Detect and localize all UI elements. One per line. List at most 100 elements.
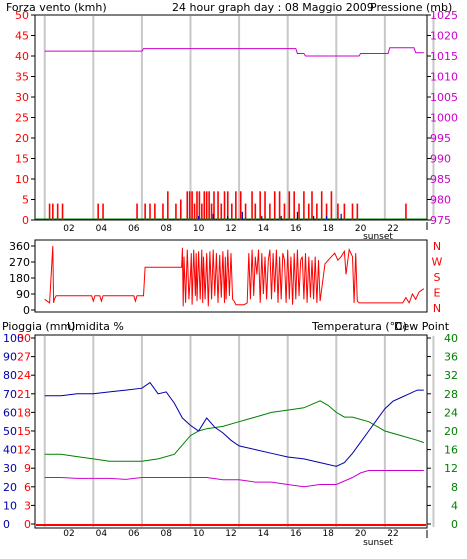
wind-tick-label: 35 xyxy=(15,71,29,84)
pressure-tick-label: 975 xyxy=(430,214,451,227)
compass-label: S xyxy=(434,271,441,284)
series-top xyxy=(35,47,427,220)
humidity-tick-label: 30 xyxy=(3,462,17,475)
pressure-tick-label: 990 xyxy=(430,153,451,166)
temperature-tick-label: 8 xyxy=(451,481,458,494)
rain-tick-label: 6 xyxy=(24,481,31,494)
x-tick-label: 20 xyxy=(355,224,367,234)
direction-tick-label: 90 xyxy=(16,288,30,301)
wind-pressure-panel xyxy=(34,14,428,221)
humidity-tick-label: 90 xyxy=(3,351,17,364)
wind-axis-label: Forza vento (kmh) xyxy=(6,1,107,14)
humidity-tick-label: 10 xyxy=(3,499,17,512)
temperature-line xyxy=(44,400,424,462)
temperature-tick-label: 4 xyxy=(451,499,458,512)
pressure-tick-label: 1020 xyxy=(430,30,458,43)
x-tick-label: 14 xyxy=(258,529,270,539)
wind-tick-label: 0 xyxy=(22,214,29,227)
x-tick-label: 16 xyxy=(290,224,302,234)
x-tick-label: 16 xyxy=(290,529,302,539)
direction-tick-label: 270 xyxy=(9,256,30,269)
dew-point-line xyxy=(44,470,424,488)
wind-tick-label: 5 xyxy=(22,194,29,207)
pressure-tick-label: 995 xyxy=(430,132,451,145)
pressure-tick-label: 1010 xyxy=(430,71,458,84)
chart-title: 24 hour graph day : 08 Maggio 2009 xyxy=(172,1,374,14)
x-tick-label: 02 xyxy=(63,529,74,539)
temperature-tick-label: 36 xyxy=(444,351,458,364)
humidity-tick-label: 70 xyxy=(3,388,17,401)
wind-tick-label: 40 xyxy=(15,50,29,63)
direction-tick-label: 360 xyxy=(9,240,30,253)
dew-point-axis-label: Dew Point xyxy=(394,320,450,333)
wind-tick-label: 30 xyxy=(15,91,29,104)
x-tick-label: 10 xyxy=(193,529,205,539)
x-tick-label: 04 xyxy=(96,224,108,234)
x-tick-label: 20 xyxy=(355,529,367,539)
temperature-tick-label: 28 xyxy=(444,388,458,401)
rain-tick-label: 21 xyxy=(17,388,31,401)
x-tick-label: 12 xyxy=(225,224,236,234)
grid-lines-bottom xyxy=(43,336,435,527)
rain-tick-label: 12 xyxy=(17,444,31,457)
humidity-tick-label: 80 xyxy=(3,369,17,382)
compass-label: N xyxy=(433,240,441,253)
wind-direction-line xyxy=(44,245,425,307)
series-direction xyxy=(44,245,425,307)
wind-tick-label: 20 xyxy=(15,132,29,145)
pressure-tick-label: 1000 xyxy=(430,112,458,125)
pressure-tick-label: 1005 xyxy=(430,91,458,104)
temperature-tick-label: 20 xyxy=(444,425,458,438)
temperature-tick-label: 12 xyxy=(444,462,458,475)
temperature-tick-label: 16 xyxy=(444,444,458,457)
pressure-axis-label: Pressione (mb) xyxy=(370,1,452,14)
x-tick-label: 14 xyxy=(258,224,270,234)
x-tick-label: 04 xyxy=(96,529,108,539)
pressure-tick-label: 1025 xyxy=(430,9,458,22)
wind-tick-label: 50 xyxy=(15,9,29,22)
x-tick-label: 22 xyxy=(387,529,398,539)
humidity-tick-label: 100 xyxy=(3,332,24,345)
pressure-tick-label: 1015 xyxy=(430,50,458,63)
humidity-tick-label: 50 xyxy=(3,425,17,438)
temperature-tick-label: 24 xyxy=(444,406,458,419)
humidity-tick-label: 60 xyxy=(3,406,17,419)
rain-tick-label: 15 xyxy=(17,425,31,438)
compass-label: W xyxy=(432,256,443,269)
x-tick-label: 06 xyxy=(128,529,140,539)
x-tick-label: 06 xyxy=(128,224,140,234)
x-tick-label: 10 xyxy=(193,224,205,234)
axis-labels: 0510152025303540455097598098599099510001… xyxy=(3,9,458,548)
wind-tick-label: 15 xyxy=(15,153,29,166)
rain-tick-label: 0 xyxy=(24,518,31,531)
compass-label: E xyxy=(434,287,441,300)
direction-tick-label: 180 xyxy=(9,272,30,285)
temperature-tick-label: 0 xyxy=(451,518,458,531)
direction-tick-label: 0 xyxy=(23,304,30,317)
x-tick-label: 22 xyxy=(387,224,398,234)
series-bottom xyxy=(36,381,426,526)
x-tick-label: 18 xyxy=(322,224,334,234)
x-tick-label: 08 xyxy=(160,529,172,539)
wind-tick-label: 10 xyxy=(15,173,29,186)
pressure-tick-label: 985 xyxy=(430,173,451,186)
x-tick-label: 12 xyxy=(225,529,236,539)
x-tick-label: 02 xyxy=(63,224,74,234)
pressure-line xyxy=(44,47,424,57)
humidity-tick-label: 0 xyxy=(3,518,10,531)
humidity-tick-label: 20 xyxy=(3,481,17,494)
temperature-axis-label: Temperatura (°C) xyxy=(311,320,407,333)
x-tick-label: 08 xyxy=(160,224,172,234)
x-tick-label: 18 xyxy=(322,529,334,539)
sunset-label: sunset xyxy=(363,538,393,548)
rain-tick-label: 18 xyxy=(17,406,31,419)
rain-tick-label: 9 xyxy=(24,462,31,475)
rain-tick-label: 24 xyxy=(17,369,31,382)
wind-tick-label: 25 xyxy=(15,112,29,125)
grid-lines-top xyxy=(43,16,435,219)
rain-tick-label: 27 xyxy=(17,351,31,364)
wind-direction-panel xyxy=(34,239,428,313)
rain-tick-label: 30 xyxy=(17,332,31,345)
humidity-tick-label: 40 xyxy=(3,444,17,457)
